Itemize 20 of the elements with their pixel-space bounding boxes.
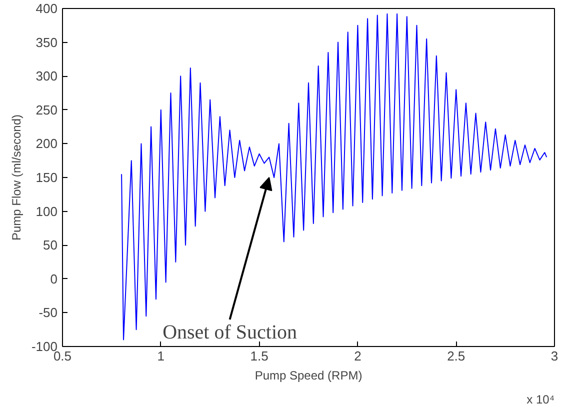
y-tick-label: 200 <box>36 136 58 152</box>
y-tick-label: 350 <box>36 34 58 50</box>
x-tick-label: 3 <box>550 348 558 364</box>
y-tick-label: 250 <box>36 102 58 118</box>
y-tick-label: 0 <box>50 271 58 286</box>
annotation: Onset of Suction <box>162 321 297 344</box>
y-tick-label: 400 <box>36 1 58 16</box>
x-tick-label: 2 <box>354 348 362 364</box>
y-tick-label: -50 <box>38 305 58 320</box>
y-tick-label: 300 <box>36 68 58 84</box>
y-tick-label: 150 <box>36 170 58 185</box>
y-tick-label: 50 <box>43 238 58 253</box>
x-tick-label: 1.5 <box>250 348 268 364</box>
y-tick-label: 100 <box>36 204 58 219</box>
y-axis-title: Pump Flow (ml/second) <box>9 114 24 241</box>
x-tick-label: 1 <box>157 348 165 364</box>
line-series <box>121 13 548 340</box>
x-axis-title: Pump Speed (RPM) <box>254 368 362 382</box>
text: x 10⁴ <box>526 392 555 406</box>
x-tick-label: 2.5 <box>447 348 466 364</box>
